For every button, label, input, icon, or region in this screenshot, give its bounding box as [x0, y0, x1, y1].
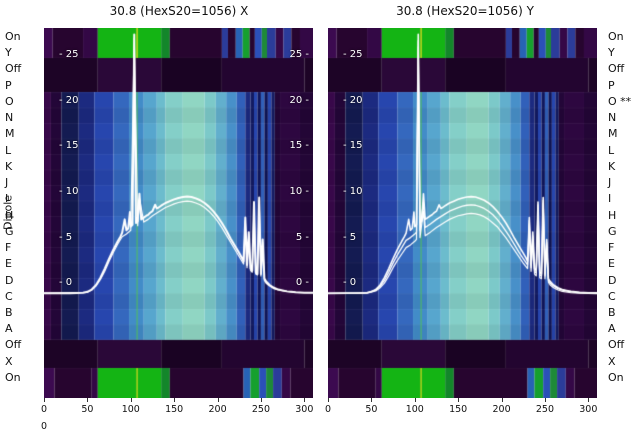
- row-label-left: M: [5, 127, 15, 141]
- value-tick-right-panel-x: 0 -: [295, 277, 309, 289]
- row-label-right: B: [608, 305, 616, 319]
- x-tick-mark: [304, 398, 306, 402]
- row-label-right: On: [608, 370, 624, 384]
- row-label-right: J: [608, 176, 612, 190]
- x-tick-mark: [588, 398, 590, 402]
- row-label-right: A: [608, 322, 616, 336]
- value-tick-right-panel-x: 25 -: [289, 49, 309, 61]
- row-label-left: K: [5, 159, 13, 173]
- heatmap-panel-x: [44, 28, 313, 398]
- x-tick-label: 300: [579, 404, 598, 415]
- row-label-right: G: [608, 224, 617, 238]
- corner-zero-label: 0: [41, 421, 48, 432]
- value-tick-left-panel-x: - 25: [59, 49, 79, 61]
- row-label-left: O: [5, 94, 14, 108]
- x-axis-panel-y: 0 50 100 150 200 250 300: [324, 404, 598, 416]
- value-tick-left-panel-x: - 5: [59, 231, 73, 243]
- x-tick-label: 0: [324, 404, 332, 415]
- row-label-left: C: [5, 289, 13, 303]
- row-label-left: N: [5, 111, 14, 125]
- row-label-right: D: [608, 273, 617, 287]
- x-tick-mark: [501, 398, 503, 402]
- row-label-left: J: [5, 176, 9, 190]
- x-tick-label: 100: [405, 404, 424, 415]
- x-tick-mark: [217, 398, 219, 402]
- row-label-right: L: [608, 143, 615, 157]
- value-tick-right-panel-x: 5 -: [295, 231, 309, 243]
- value-tick-right-panel-x: 20 -: [289, 94, 309, 106]
- heatmap-panel-y: [328, 28, 597, 398]
- row-label-right: Off: [608, 338, 625, 352]
- x-tick-label: 50: [365, 404, 378, 415]
- row-label-left: B: [5, 305, 13, 319]
- row-label-left: L: [5, 143, 12, 157]
- row-label-left: Y: [5, 46, 12, 60]
- value-tick-left-panel-y: - 25: [343, 49, 363, 61]
- row-label-right: P: [608, 78, 615, 92]
- value-tick-left-panel-y: - 20: [343, 94, 363, 106]
- value-tick-left-panel-x: - 15: [59, 140, 79, 152]
- row-label-left: F: [5, 241, 12, 255]
- row-label-right: M: [608, 127, 618, 141]
- value-tick-left-panel-y: - 5: [343, 231, 357, 243]
- x-tick-label: 200: [208, 404, 227, 415]
- x-tick-label: 50: [81, 404, 94, 415]
- x-tick-label: 150: [449, 404, 468, 415]
- value-tick-left-panel-y: - 10: [343, 186, 363, 198]
- row-label-left: A: [5, 322, 13, 336]
- x-tick-mark: [44, 398, 45, 402]
- x-tick-label: 150: [165, 404, 184, 415]
- value-tick-left-panel-x: - 10: [59, 186, 79, 198]
- x-tick-mark: [260, 398, 262, 402]
- row-label-right: Y: [608, 46, 615, 60]
- value-tick-left-panel-x: - 20: [59, 94, 79, 106]
- row-label-right: O **: [608, 94, 632, 108]
- row-label-left: H: [5, 208, 14, 222]
- row-label-right: H: [608, 208, 617, 222]
- row-label-right: C: [608, 289, 616, 303]
- value-tick-left-panel-y: - 0: [343, 277, 357, 289]
- value-tick-left-panel-y: - 15: [343, 140, 363, 152]
- x-tick-mark: [328, 398, 329, 402]
- x-tick-mark: [130, 398, 132, 402]
- row-label-right: On: [608, 30, 624, 43]
- value-tick-right-panel-x: 10 -: [289, 186, 309, 198]
- row-label-right: Off: [608, 62, 625, 76]
- x-tick-mark: [414, 398, 416, 402]
- row-label-left: Off: [5, 62, 22, 76]
- row-label-right: F: [608, 241, 615, 255]
- row-label-right: K: [608, 159, 616, 173]
- dipole-row-labels-right: On Y Off P O ** N M L K J I H G F E D C B A Off X On: [608, 30, 640, 384]
- row-label-left: On: [5, 30, 21, 43]
- row-label-right: I: [608, 192, 612, 206]
- x-tick-mark: [544, 398, 546, 402]
- x-tick-mark: [174, 398, 176, 402]
- x-tick-label: 250: [535, 404, 554, 415]
- row-label-right: X: [608, 354, 616, 368]
- x-tick-label: 250: [251, 404, 270, 415]
- value-tick-left-panel-x: - 0: [59, 277, 73, 289]
- x-tick-label: 200: [492, 404, 511, 415]
- row-label-right: N: [608, 111, 617, 125]
- x-axis-panel-x: 0 50 100 150 200 250 300: [40, 404, 314, 416]
- x-tick-label: 300: [295, 404, 314, 415]
- x-tick-mark: [458, 398, 460, 402]
- value-tick-right-panel-x: 15 -: [289, 140, 309, 152]
- row-label-right: E: [608, 257, 615, 271]
- x-tick-label: 100: [121, 404, 140, 415]
- row-label-left: Off: [5, 338, 22, 352]
- x-tick-label: 0: [40, 404, 48, 415]
- row-label-left: X: [5, 354, 13, 368]
- x-tick-mark: [87, 398, 89, 402]
- row-label-left: G: [5, 224, 14, 238]
- row-label-left: On: [5, 370, 21, 384]
- panel-x-title: 30.8 (HexS20=1056) X: [109, 4, 249, 18]
- x-tick-mark: [371, 398, 373, 402]
- row-label-left: E: [5, 257, 12, 271]
- row-label-left: I: [5, 192, 9, 206]
- row-label-left: D: [5, 273, 14, 287]
- dipole-row-labels-left: On Y Off P O N M L K J I H G F E D C B A Off X On: [5, 30, 41, 384]
- row-label-left: P: [5, 78, 12, 92]
- panel-y-title: 30.8 (HexS20=1056) Y: [396, 4, 534, 18]
